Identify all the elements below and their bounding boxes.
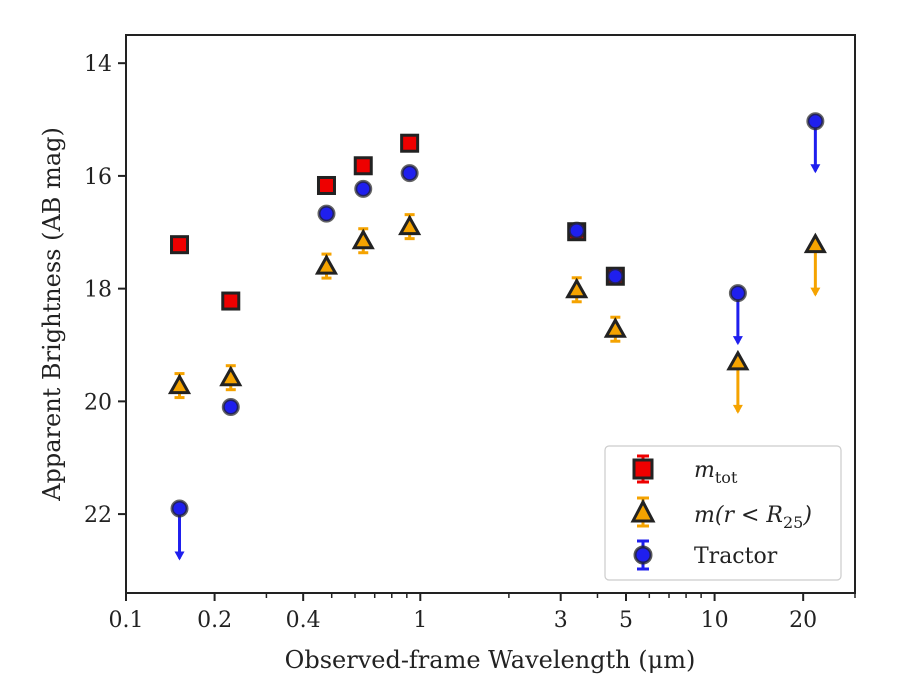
y-tick-label: 14 bbox=[84, 52, 112, 77]
legend-label-r25: m(r < R25) bbox=[694, 503, 812, 532]
x-tick-label: 0.1 bbox=[109, 608, 144, 633]
tractor-limit-arrow bbox=[732, 336, 743, 346]
tractor-point bbox=[606, 267, 625, 286]
r25-limit-arrow bbox=[810, 287, 821, 297]
r25-limit-arrow bbox=[732, 404, 743, 414]
tractor-point bbox=[170, 499, 189, 518]
tractor-point bbox=[354, 179, 373, 198]
legend-label-tractor: Tractor bbox=[694, 544, 778, 569]
x-tick-label: 3 bbox=[554, 608, 568, 633]
r25-point bbox=[803, 232, 827, 254]
y-tick-label: 20 bbox=[84, 390, 112, 415]
legend-marker-tractor bbox=[633, 545, 653, 565]
tractor-point bbox=[806, 112, 825, 131]
tractor-point bbox=[221, 398, 240, 416]
x-tick-label: 20 bbox=[789, 608, 817, 633]
x-tick-label: 5 bbox=[619, 608, 633, 633]
tractor-point bbox=[317, 204, 336, 223]
r25-point bbox=[314, 254, 339, 275]
tractor-point bbox=[400, 164, 419, 183]
tractor-limit-arrow bbox=[810, 164, 821, 174]
y-tick-label: 22 bbox=[84, 503, 112, 528]
y-tick-label: 16 bbox=[84, 165, 112, 190]
x-axis-label: Observed-frame Wavelength (μm) bbox=[285, 646, 696, 674]
mtot-point bbox=[353, 156, 373, 176]
legend-entry-r25: m(r < R25) bbox=[630, 496, 812, 532]
r25-point bbox=[726, 349, 750, 371]
y-axis-label: Apparent Brightness (AB mag) bbox=[38, 127, 66, 502]
plot-frame bbox=[125, 34, 856, 594]
tractor-point bbox=[728, 284, 747, 303]
axes-layer: 0.1 0.2 0.4 1 3 5 10 20 14 16 18 20 22 bbox=[84, 52, 856, 633]
tractor-limit-arrow bbox=[174, 551, 185, 561]
r25-point bbox=[167, 373, 192, 395]
marks-layer bbox=[167, 112, 827, 561]
legend: mtot m(r < R25) Tractor bbox=[604, 445, 842, 581]
legend-label-r25-close: ) bbox=[802, 503, 812, 528]
legend-marker-mtot bbox=[632, 458, 654, 480]
legend-entry-tractor: Tractor bbox=[633, 539, 778, 571]
legend-marker-r25 bbox=[630, 498, 656, 523]
legend-box bbox=[604, 445, 842, 581]
r25-point bbox=[398, 214, 422, 236]
x-tick-label: 0.4 bbox=[286, 608, 321, 633]
r25-point bbox=[565, 277, 589, 299]
mtot-point bbox=[170, 235, 190, 255]
y-tick-label: 18 bbox=[84, 278, 112, 303]
r25-point bbox=[351, 228, 375, 250]
legend-label-mtot-sub: tot bbox=[715, 468, 738, 487]
x-tick-label: 10 bbox=[701, 608, 729, 633]
x-tick-label: 1 bbox=[413, 608, 427, 633]
x-tick-label: 0.2 bbox=[197, 608, 232, 633]
mtot-point bbox=[221, 291, 241, 311]
legend-label-r25-sub: 25 bbox=[783, 513, 803, 532]
r25-point bbox=[219, 365, 243, 387]
tractor-point bbox=[567, 221, 586, 240]
mtot-point bbox=[316, 175, 336, 195]
r25-point bbox=[603, 317, 627, 338]
mtot-point bbox=[400, 133, 420, 153]
